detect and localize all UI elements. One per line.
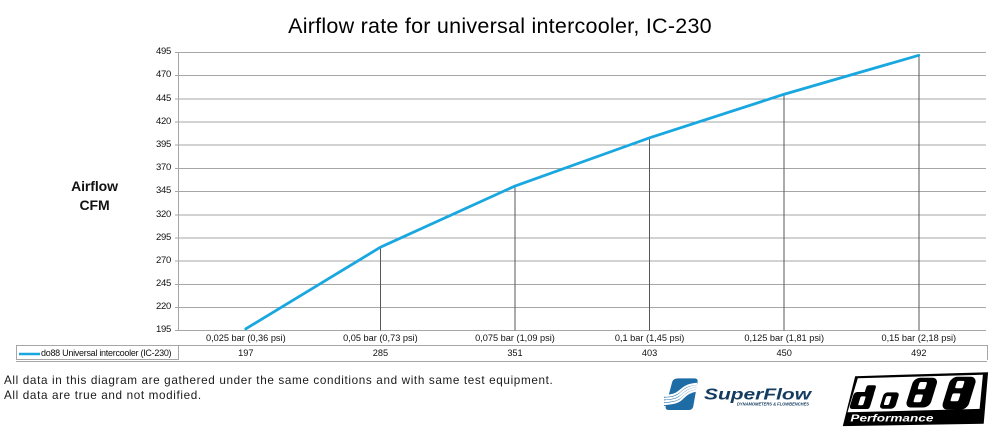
svg-text:Performance: Performance bbox=[850, 413, 934, 424]
svg-text:SuperFlow: SuperFlow bbox=[704, 387, 813, 404]
svg-text:DYNAMOMETERS & FLOWBENCHES: DYNAMOMETERS & FLOWBENCHES bbox=[737, 402, 809, 407]
